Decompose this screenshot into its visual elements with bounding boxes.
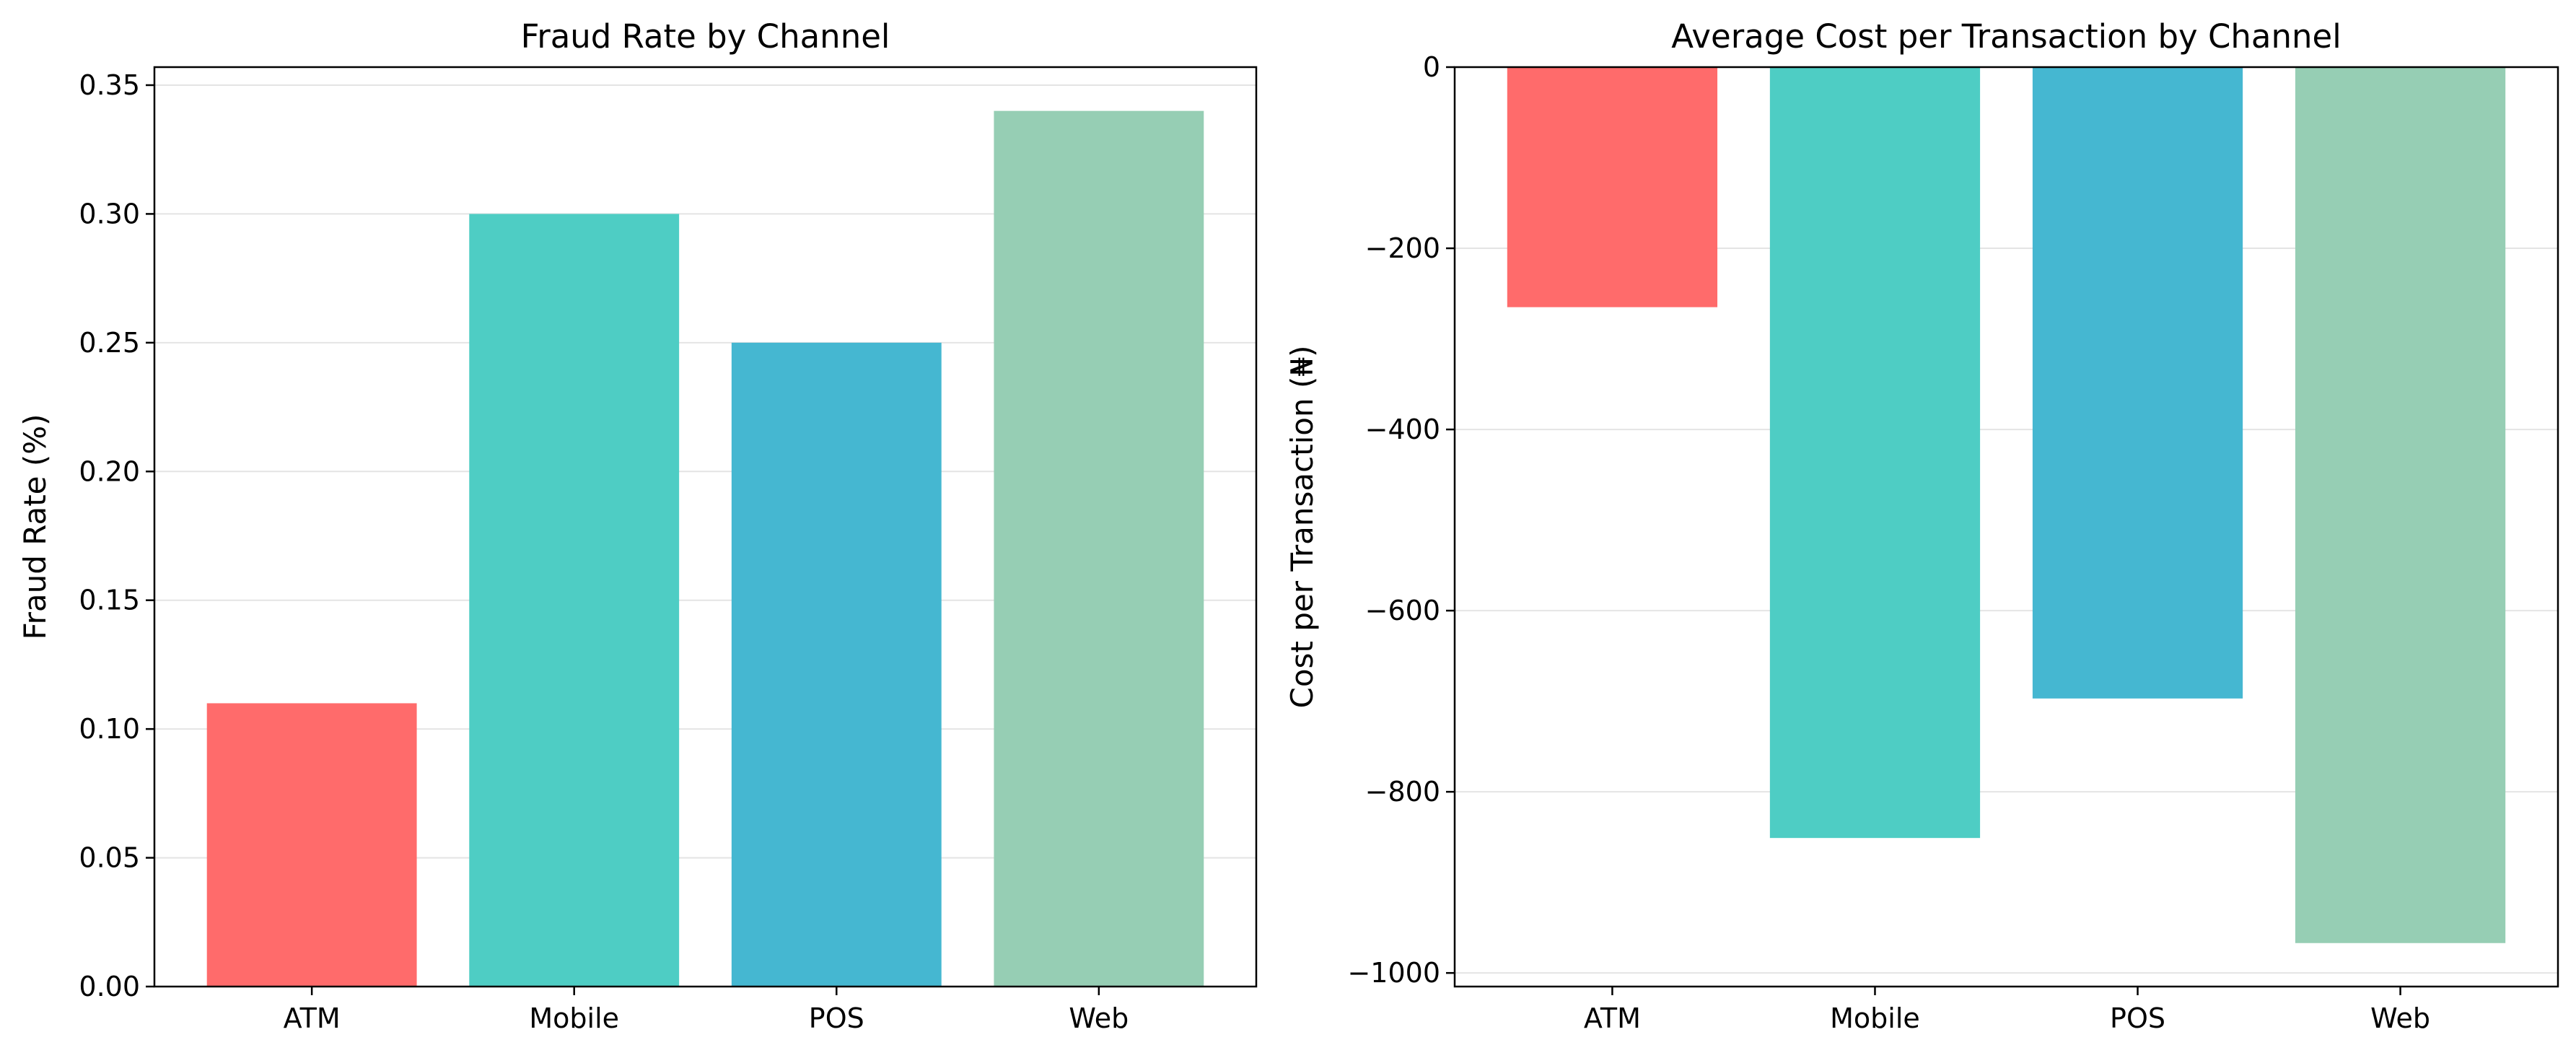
bar-web (2295, 67, 2506, 943)
bar-pos (731, 342, 942, 987)
y-tick-label: 0.20 (79, 455, 140, 487)
chart-title: Average Cost per Transaction by Channel (1671, 17, 2341, 56)
bar-pos (2032, 67, 2243, 699)
plot-frame (1453, 66, 2559, 988)
bar-mobile (1769, 67, 1981, 839)
x-tick-label: Mobile (529, 1002, 619, 1034)
x-tick-label: Web (2370, 1002, 2430, 1034)
chart-title: Fraud Rate by Channel (521, 17, 890, 56)
y-tick-label: −600 (1365, 595, 1440, 626)
y-tick-label: 0.30 (79, 198, 140, 229)
y-tick-label: 0.15 (79, 585, 140, 616)
bar-atm (206, 703, 417, 987)
x-tick-label: POS (2110, 1002, 2165, 1034)
x-tick-label: ATM (284, 1002, 341, 1034)
bar-mobile (469, 214, 680, 987)
y-tick-label: 0.25 (79, 327, 140, 359)
cost-per-transaction-chart: 0 −200 −400 −600 −800 −1000 ATM Mobile POS Web Ave… (1284, 17, 2559, 1034)
bar-atm (1507, 67, 1718, 307)
bar-web (994, 110, 1204, 987)
x-tick-label: Web (1069, 1002, 1129, 1034)
x-tick-label: ATM (1584, 1002, 1641, 1034)
y-tick-label: 0.35 (79, 69, 140, 101)
y-tick-label: −1000 (1347, 957, 1440, 989)
x-tick-label: Mobile (1830, 1002, 1920, 1034)
y-tick-label: 0.10 (79, 713, 140, 745)
y-tick-label: 0 (1423, 51, 1440, 83)
y-tick-label: −800 (1365, 776, 1440, 808)
y-tick-label: 0.05 (79, 842, 140, 874)
x-tick-label: POS (809, 1002, 864, 1034)
fraud-rate-chart: 0.00 0.05 0.10 0.15 0.20 0.25 0.30 0.35 ATM Mobil… (17, 17, 1258, 1034)
plot-frame (153, 66, 1258, 988)
y-axis-label: Cost per Transaction (₦) (1284, 346, 1320, 709)
y-tick-label: −200 (1365, 232, 1440, 264)
y-axis-label: Fraud Rate (%) (17, 414, 53, 639)
y-tick-label: −400 (1365, 414, 1440, 445)
y-tick-label: 0.00 (79, 971, 140, 1002)
